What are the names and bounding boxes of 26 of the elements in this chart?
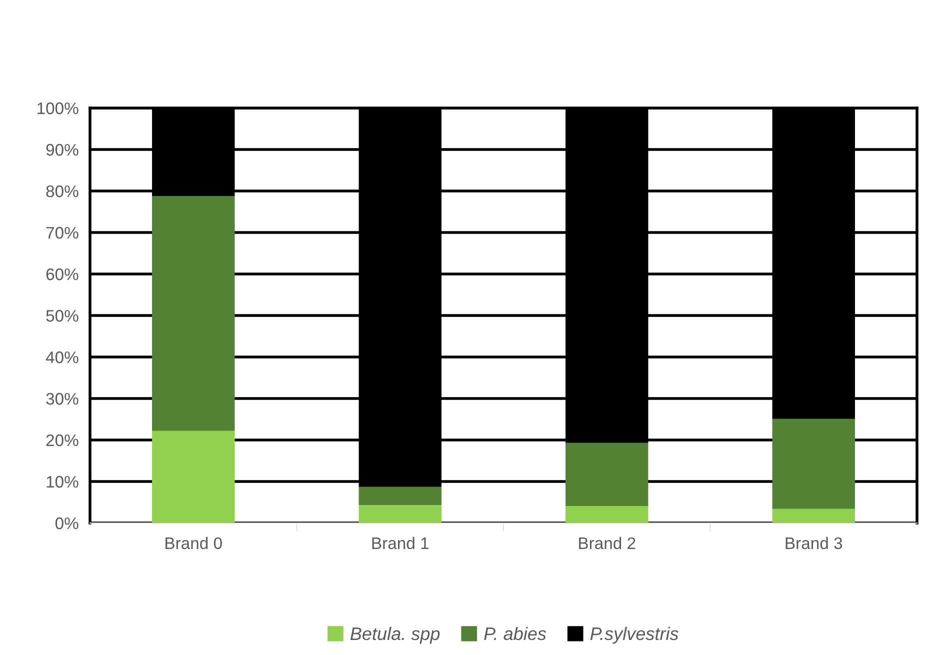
y-tick-label: 100%: [38, 102, 78, 114]
bar: [566, 506, 648, 523]
bar: [152, 196, 235, 431]
x-tick-label: Brand 3: [786, 536, 842, 550]
y-tick-label: 40%: [46, 351, 78, 364]
bar: [358, 486, 442, 506]
y-tick-label: 50%: [46, 310, 78, 322]
y-tick-label: 10%: [46, 476, 78, 488]
y-tick-label: 70%: [46, 226, 78, 239]
bar: [358, 505, 442, 523]
bar: [772, 418, 855, 509]
y-tick-label: 30%: [46, 392, 78, 405]
x-tick-label: Brand 0: [166, 536, 222, 550]
legend-label: P.sylvestris: [590, 626, 678, 644]
bar: [152, 430, 235, 523]
y-tick-label: 80%: [46, 185, 78, 198]
legend-label: Betula. spp: [350, 626, 440, 644]
x-tick-label: Brand 1: [372, 536, 428, 550]
y-tick-label: 20%: [46, 434, 78, 446]
x-tick-label: Brand 2: [579, 536, 636, 550]
y-tick-label: 60%: [46, 268, 78, 280]
legend-label: P. abies: [484, 626, 546, 640]
bar: [566, 442, 648, 506]
bar: [772, 508, 855, 523]
y-tick-label: 90%: [46, 144, 78, 156]
y-tick-label: 0%: [55, 517, 78, 530]
